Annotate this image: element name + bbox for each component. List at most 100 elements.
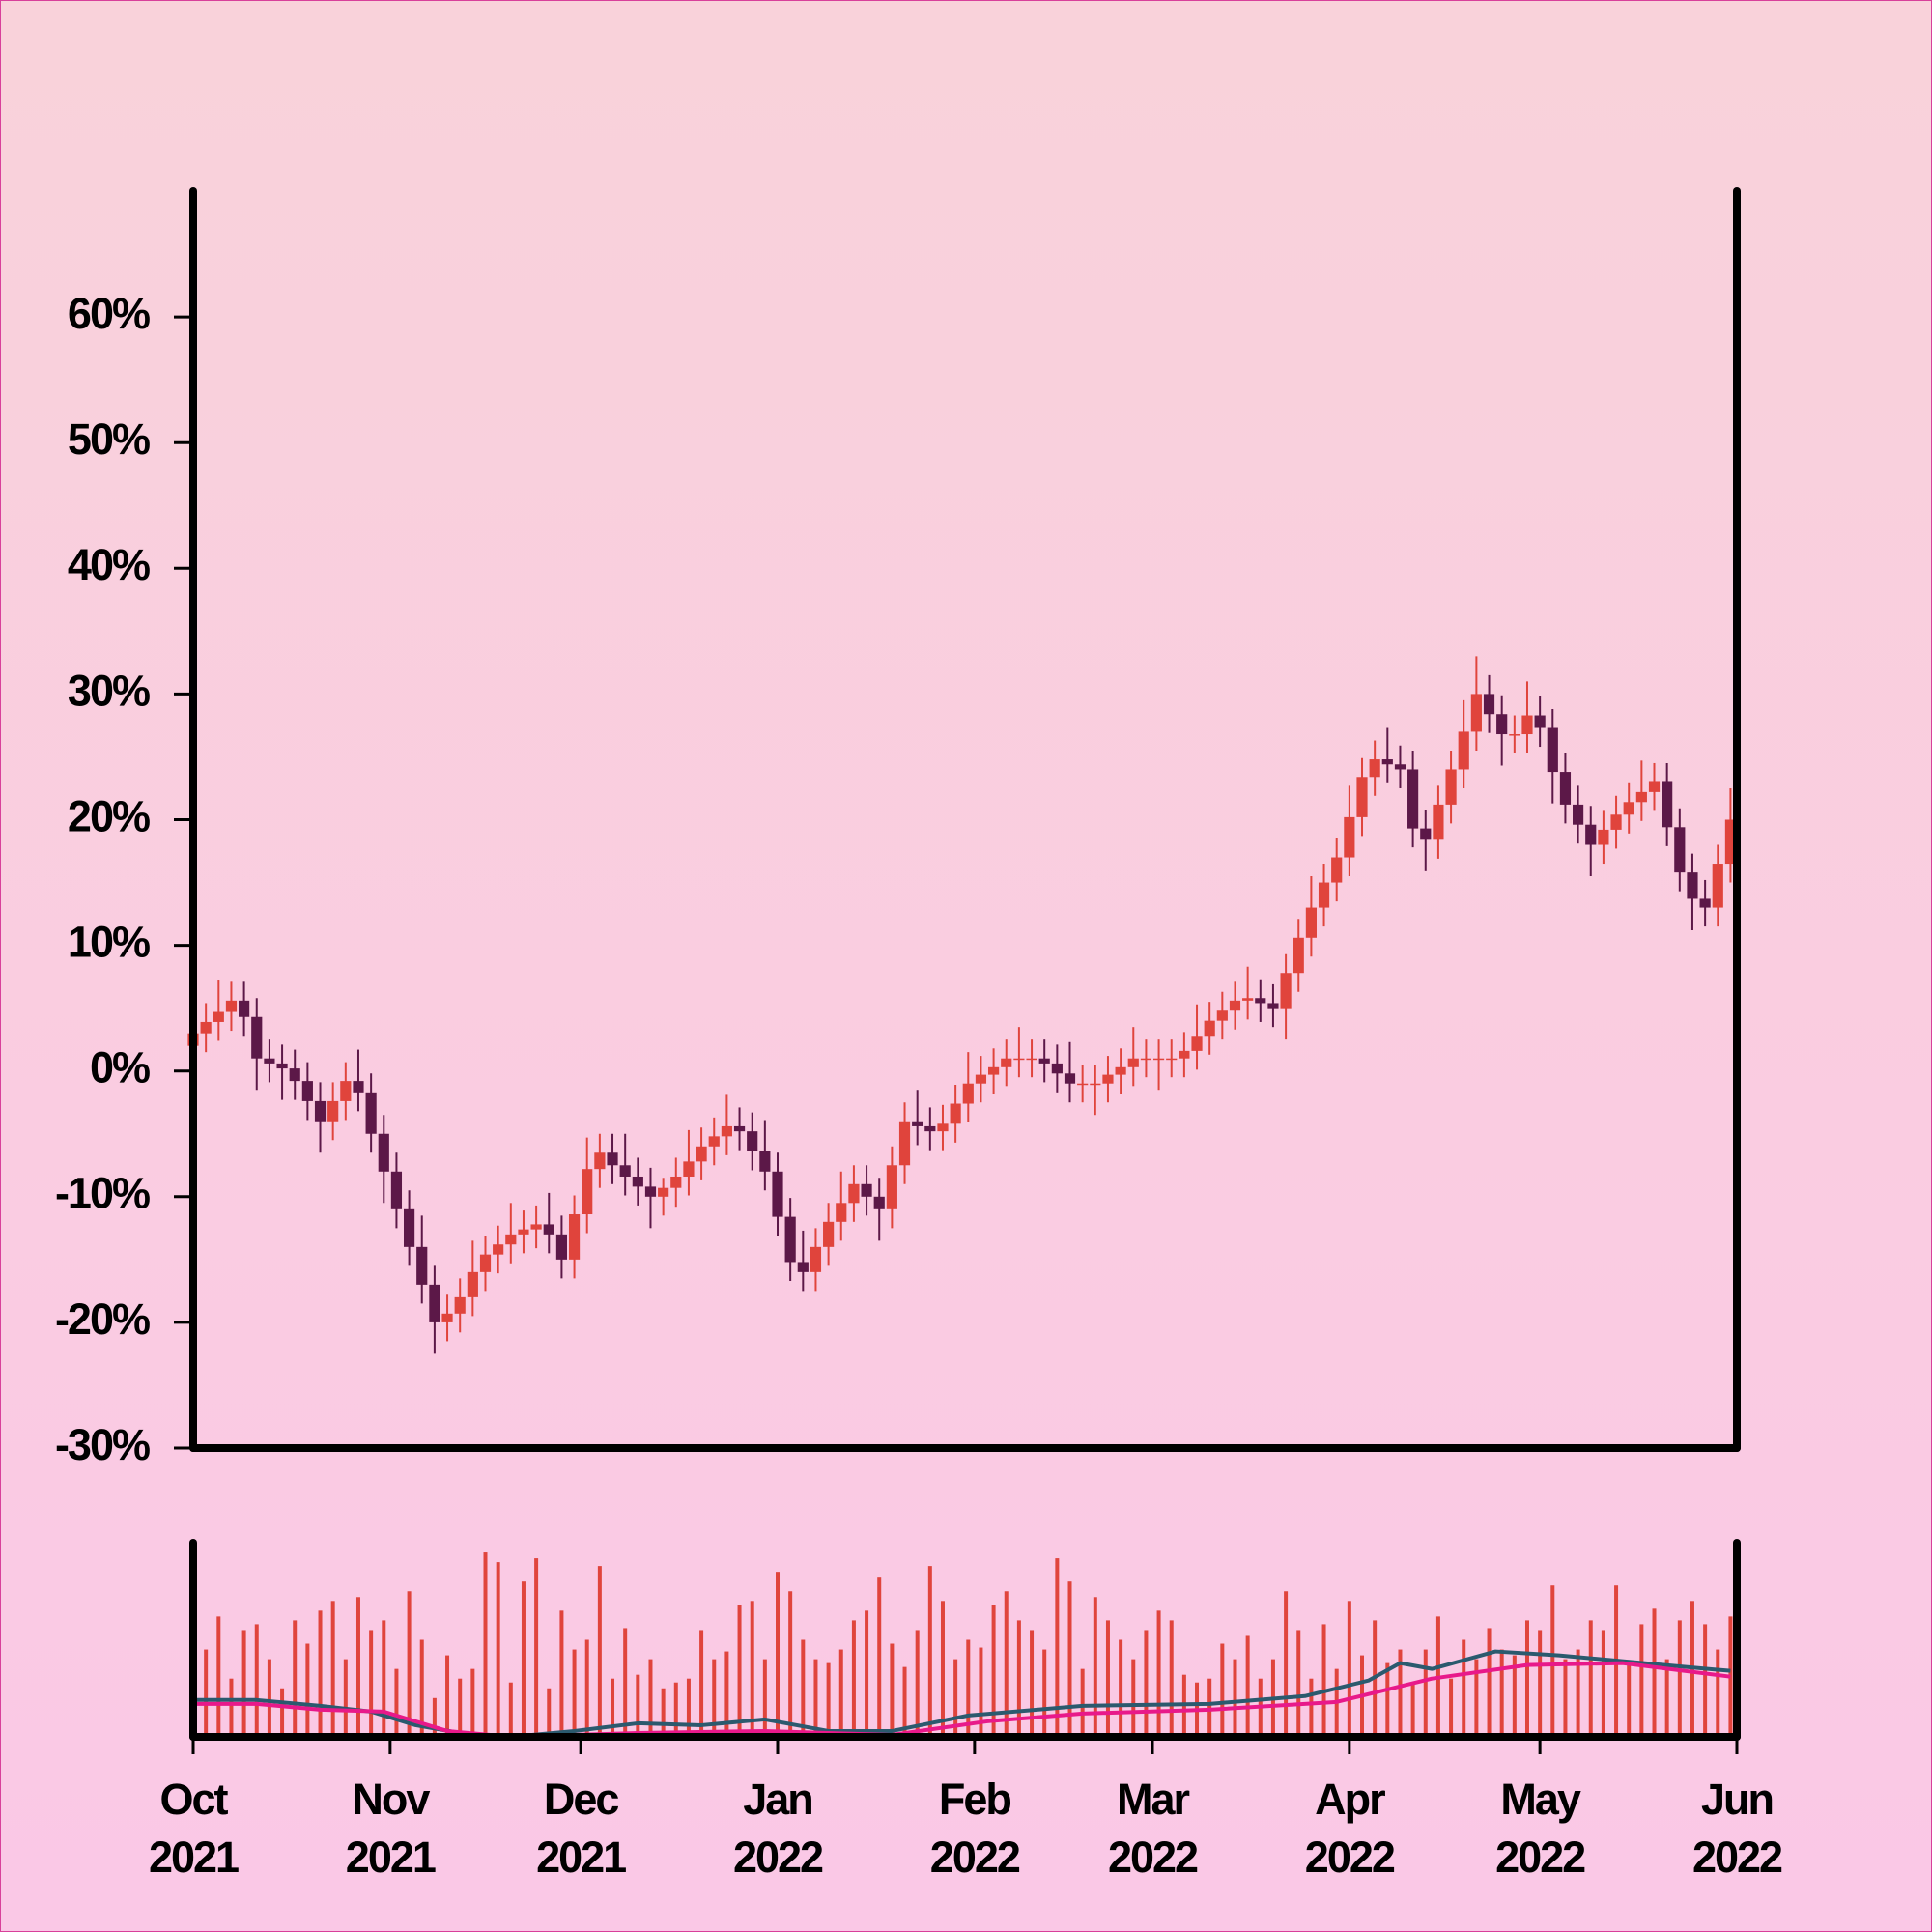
candle-body	[1420, 828, 1432, 840]
candle-body	[555, 1234, 568, 1260]
volume-bar	[369, 1630, 374, 1737]
volume-bar	[432, 1697, 437, 1737]
candle-body	[1229, 1000, 1241, 1011]
candle-body	[1458, 731, 1469, 770]
x-tick-label: Jun	[1701, 1775, 1773, 1824]
volume-bar	[1524, 1620, 1529, 1737]
volume-bar	[1499, 1649, 1504, 1737]
candle-body	[1305, 907, 1317, 938]
candle-body	[975, 1074, 987, 1084]
volume-bar	[838, 1649, 843, 1737]
candle-body	[937, 1123, 949, 1132]
volume-bar	[1296, 1630, 1301, 1737]
volume-bar	[559, 1610, 564, 1737]
volume-bar	[1664, 1659, 1669, 1737]
volume-bar	[762, 1659, 767, 1737]
y-tick-label: -20%	[55, 1294, 150, 1344]
candle-body	[1521, 715, 1533, 735]
candle-body	[1140, 1058, 1152, 1061]
candle-body	[1648, 781, 1661, 792]
volume-bar	[1016, 1620, 1021, 1737]
volume-bar	[1410, 1682, 1415, 1737]
candle-body	[1381, 759, 1393, 765]
x-tick-label: Dec	[544, 1775, 619, 1824]
candle-body	[708, 1136, 720, 1147]
volume-bar	[496, 1562, 500, 1737]
candle-body	[912, 1121, 923, 1126]
candle-body	[429, 1284, 440, 1322]
candle-body	[1064, 1073, 1076, 1084]
candle-body	[962, 1083, 974, 1104]
candle-body	[1445, 769, 1457, 805]
candle-body	[1115, 1066, 1126, 1075]
candle-body	[1318, 882, 1330, 908]
candle-body	[340, 1081, 352, 1101]
candle-body	[1433, 804, 1444, 840]
candle-body	[530, 1224, 542, 1230]
volume-bar	[1652, 1608, 1657, 1737]
candle-body	[848, 1183, 860, 1204]
volume-bar	[611, 1678, 615, 1737]
volume-bar	[318, 1610, 323, 1737]
axes: -30% -20% -10% 0% 10% 20% 30% 40% 50% 60% Oct 2021 N…	[55, 187, 1784, 1882]
candle-body	[632, 1176, 643, 1187]
volume-bar	[915, 1630, 920, 1737]
volume-bar	[1538, 1630, 1543, 1737]
candle-body	[251, 1016, 263, 1059]
candle-body	[1573, 804, 1584, 825]
candle-body	[696, 1146, 707, 1162]
volume-bar	[242, 1630, 246, 1737]
volume-bar	[966, 1639, 971, 1737]
candle-body	[1598, 829, 1609, 845]
volume-bar	[623, 1628, 628, 1737]
volume-bar	[1321, 1624, 1326, 1737]
x-tick-label: Feb	[939, 1775, 1011, 1824]
candle-body	[733, 1125, 746, 1132]
volume-bar	[547, 1688, 552, 1737]
y-tick-label: 40%	[68, 540, 150, 589]
candle-body	[416, 1246, 428, 1285]
volume-bar	[1449, 1678, 1454, 1737]
volume-bar	[991, 1605, 996, 1737]
volume-bar	[1550, 1585, 1555, 1737]
candle-body	[1331, 857, 1343, 883]
volume-bar	[1131, 1659, 1136, 1737]
candle-body	[518, 1229, 529, 1235]
candle-body	[898, 1121, 911, 1166]
volume-bar	[458, 1678, 463, 1737]
candle-body	[1547, 727, 1558, 773]
volume-panel	[191, 1552, 1733, 1739]
volume-bar	[1309, 1678, 1314, 1737]
volume-bar	[597, 1566, 602, 1737]
candle-body	[1255, 998, 1266, 1004]
x-tick-label: 2022	[930, 1833, 1020, 1882]
volume-bar	[1601, 1630, 1605, 1737]
volume-bar	[902, 1666, 907, 1737]
candle-body	[441, 1313, 453, 1322]
candle-body	[1496, 714, 1508, 735]
volume-bar	[1208, 1678, 1212, 1737]
volume-bar	[1639, 1624, 1644, 1737]
volume-bar	[813, 1659, 818, 1737]
candle-body	[1166, 1058, 1178, 1061]
volume-bar	[1588, 1620, 1593, 1737]
candle-body	[759, 1151, 771, 1172]
candle-body	[378, 1133, 389, 1172]
candle-body	[607, 1152, 618, 1166]
candle-body	[721, 1125, 732, 1137]
y-tick-label: 50%	[68, 414, 150, 464]
candle-body	[1127, 1058, 1139, 1067]
x-tick-label: 2021	[536, 1833, 626, 1882]
candle-body	[988, 1066, 1000, 1075]
candle-body	[1585, 824, 1597, 845]
y-tick-label: 20%	[68, 791, 150, 840]
volume-bar	[1030, 1630, 1035, 1737]
volume-bar	[826, 1662, 831, 1737]
candle-body	[683, 1161, 695, 1177]
volume-bar	[927, 1566, 932, 1737]
volume-bar	[445, 1655, 450, 1737]
x-tick-label: 2022	[1495, 1833, 1585, 1882]
volume-line	[193, 1661, 1731, 1739]
candle-body	[1179, 1050, 1190, 1059]
x-tick-label: 2021	[346, 1833, 436, 1882]
